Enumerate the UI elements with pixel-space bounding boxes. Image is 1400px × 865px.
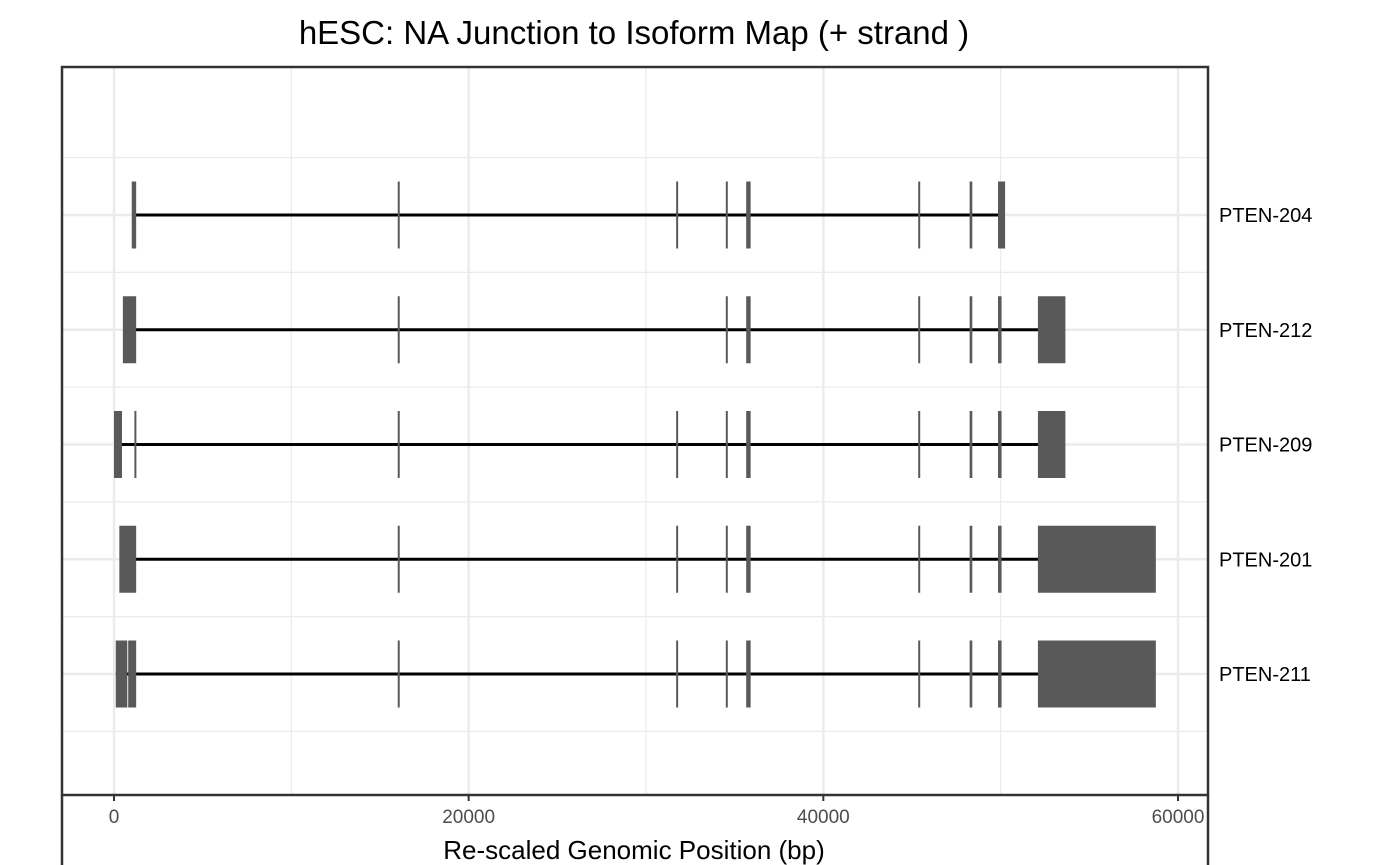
exon-bar (969, 181, 973, 249)
exon-bar (397, 525, 400, 593)
isoform-layer (114, 181, 1156, 708)
exon-bar (969, 525, 973, 593)
exon-bar (114, 411, 122, 478)
exon-bar (119, 525, 137, 593)
exon-bar (746, 640, 751, 708)
exon-bar (128, 640, 137, 708)
exon-bar (397, 640, 400, 708)
isoform-row-pten-201 (119, 525, 1156, 593)
x-axis-tick-layer: 0 20000 40000 60000 (109, 795, 1205, 828)
isoform-label: PTEN-211 (1219, 664, 1311, 686)
exon-bar (998, 181, 1006, 249)
frame-layer (60, 65, 1210, 865)
isoform-label-layer: PTEN-204 PTEN-212 PTEN-209 PTEN-201 PTEN-211 (1219, 205, 1312, 686)
exon-bar (131, 181, 137, 249)
isoform-row-pten-209 (114, 411, 1066, 478)
exon-bar (1037, 296, 1066, 364)
exon-bar (1037, 640, 1156, 708)
exon-bar (998, 640, 1002, 708)
exon-bar (397, 411, 400, 478)
x-axis-title: Re-scaled Genomic Position (bp) (443, 835, 825, 865)
exon-bar (1037, 411, 1066, 478)
exon-bar (746, 296, 751, 364)
exon-bar (676, 640, 679, 708)
exon-bar (725, 525, 728, 593)
chart-title: hESC: NA Junction to Isoform Map (+ stra… (299, 14, 969, 51)
exon-bar (746, 411, 751, 478)
x-tick-label: 0 (109, 807, 120, 828)
exon-bar (397, 181, 400, 249)
exon-bar (397, 296, 400, 364)
exon-bar (676, 411, 679, 478)
exon-bar (969, 296, 973, 364)
exon-bar (969, 640, 973, 708)
exon-bar (918, 411, 921, 478)
grid-layer (62, 67, 1208, 795)
exon-bar (676, 525, 679, 593)
panel-border (60, 65, 1210, 797)
exon-bar (134, 411, 137, 478)
exon-bar (676, 181, 679, 249)
exon-bar (746, 181, 751, 249)
exon-bar (725, 181, 728, 249)
exon-bar (998, 525, 1002, 593)
exon-bar (918, 525, 921, 593)
isoform-label: PTEN-204 (1219, 205, 1312, 227)
exon-bar (918, 296, 921, 364)
isoform-label: PTEN-201 (1219, 549, 1312, 571)
exon-bar (998, 296, 1002, 364)
x-tick-label: 60000 (1152, 807, 1205, 828)
exon-bar (725, 296, 728, 364)
exon-bar (115, 640, 128, 708)
isoform-row-pten-211 (115, 640, 1156, 708)
isoform-row-pten-204 (131, 181, 1006, 249)
exon-bar (1037, 525, 1156, 593)
exon-bar (746, 525, 751, 593)
isoform-row-pten-212 (122, 296, 1066, 364)
exon-bar (969, 411, 973, 478)
x-tick-label: 20000 (442, 807, 495, 828)
exon-bar (918, 181, 921, 249)
exon-bar (122, 296, 137, 364)
isoform-label: PTEN-212 (1219, 320, 1312, 342)
exon-bar (918, 640, 921, 708)
exon-bar (998, 411, 1002, 478)
exon-bar (725, 411, 728, 478)
x-tick-label: 40000 (797, 807, 850, 828)
isoform-label: PTEN-209 (1219, 435, 1312, 457)
exon-bar (725, 640, 728, 708)
